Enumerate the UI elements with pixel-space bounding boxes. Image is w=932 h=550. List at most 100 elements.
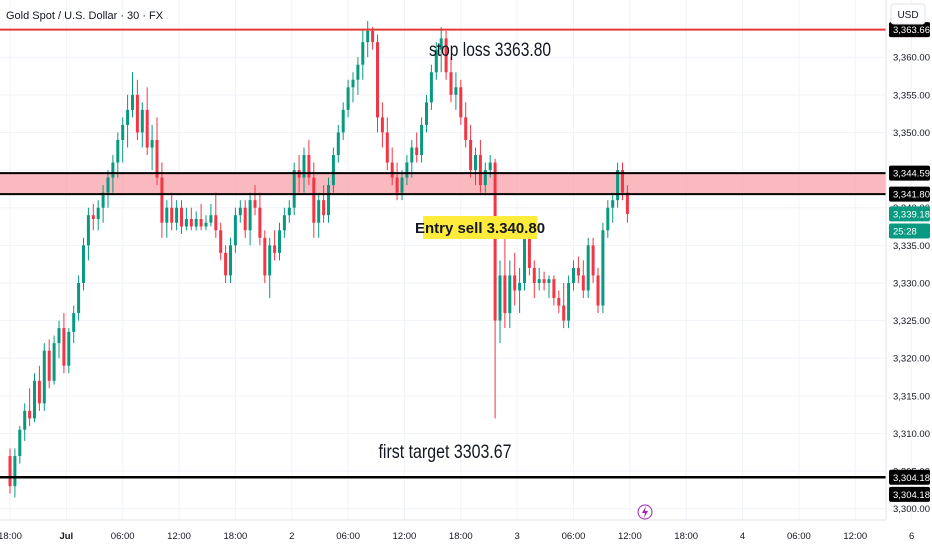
candle-body <box>434 49 438 73</box>
candle-body <box>523 237 526 283</box>
candle-body <box>150 139 154 148</box>
candle-body <box>420 124 424 156</box>
candle-body <box>180 207 183 227</box>
candle-body <box>405 162 409 178</box>
candle-body <box>33 380 36 419</box>
candle-body <box>429 72 433 103</box>
candle-body <box>385 132 389 163</box>
candle-body <box>243 207 247 231</box>
time-axis[interactable]: 18:00 Jul 06:00 12:00 18:00 2 06:00 12:00 18:00 3… <box>0 519 932 542</box>
candle-body <box>317 200 321 223</box>
candle-body <box>312 177 316 223</box>
time-tick-label: 12:00 <box>167 531 191 542</box>
candle-body <box>346 87 350 110</box>
price-tick-label: 3,350.00 <box>893 128 930 139</box>
candle-body <box>219 230 223 253</box>
candle-body <box>341 109 345 133</box>
candle-body <box>557 298 561 306</box>
candle-body <box>376 42 379 118</box>
candle-body <box>537 279 541 283</box>
candle-body <box>67 331 71 366</box>
candle-body <box>155 139 159 178</box>
candle-body <box>233 215 237 246</box>
price-badge-label: 3,341.80 <box>893 190 930 201</box>
candle-body <box>37 380 41 404</box>
candle-body <box>400 177 404 193</box>
time-tick-label: 6 <box>909 531 914 542</box>
candle-body <box>483 170 487 186</box>
candle-body <box>336 132 340 156</box>
candle-body <box>91 215 95 219</box>
candle-body <box>591 245 595 276</box>
candle-body <box>302 155 306 178</box>
price-tick-label: 3,360.00 <box>893 53 930 64</box>
time-tick-label: 18:00 <box>224 531 248 542</box>
candle-body <box>410 147 414 163</box>
candle-body <box>77 282 81 314</box>
candle-body <box>194 218 198 227</box>
symbol-title[interactable]: Gold Spot / U.S. Dollar · 30 · FX <box>6 10 164 22</box>
candle-body <box>513 275 517 291</box>
candle-body <box>72 313 76 332</box>
currency-button[interactable]: USD <box>890 3 926 25</box>
stop-loss-label: stop loss 3363.80 <box>429 39 551 61</box>
candle-body <box>606 207 610 231</box>
candle-body <box>488 162 492 171</box>
candle-body <box>175 207 179 223</box>
candle-body <box>28 410 32 419</box>
candle-body <box>621 170 624 193</box>
candle-body <box>459 87 463 118</box>
price-tick-label: 3,310.00 <box>893 429 930 440</box>
candle-body <box>204 222 208 227</box>
price-badge <box>889 486 930 502</box>
candle-body <box>229 245 232 276</box>
candle-body <box>282 215 286 231</box>
first-target-label: first target 3303.67 <box>379 441 512 463</box>
price-tick-label: 3,355.00 <box>893 90 930 101</box>
candle-body <box>106 177 110 193</box>
candle-body <box>238 207 242 216</box>
candle-body <box>47 350 51 381</box>
candle-body <box>322 200 326 216</box>
candle-body <box>86 215 90 246</box>
chart-grid <box>0 0 913 520</box>
candle-body <box>327 185 330 216</box>
candle-body <box>263 237 267 276</box>
time-tick-label: 12:00 <box>843 531 867 542</box>
candle-body <box>425 102 428 125</box>
candle-body <box>13 456 17 487</box>
candle-body <box>527 237 531 268</box>
candle-body <box>380 117 384 133</box>
candle-body <box>415 147 419 156</box>
candle-body <box>508 275 512 314</box>
candle-body <box>258 207 262 238</box>
time-tick-label: 12:00 <box>618 531 642 542</box>
price-badge-label: 3,304.18 <box>893 490 930 501</box>
candle-body <box>366 30 370 43</box>
candle-body <box>165 207 169 223</box>
candle-body <box>361 42 365 65</box>
time-tick-label: 18:00 <box>0 531 22 542</box>
candle-body <box>625 192 629 214</box>
candle-body <box>224 252 228 276</box>
time-tick-label: 4 <box>740 531 745 542</box>
candle-body <box>121 124 125 140</box>
price-badge <box>889 165 930 181</box>
price-badge <box>889 186 930 202</box>
candle-body <box>145 109 149 148</box>
candle-body <box>351 79 355 88</box>
candle-body <box>253 200 257 208</box>
lightning-icon[interactable] <box>637 504 653 520</box>
candle-body <box>18 429 22 457</box>
candle-body <box>199 218 203 227</box>
candle-body <box>111 162 115 178</box>
candle-body <box>498 275 502 321</box>
candle-body <box>469 139 473 171</box>
candle-body <box>601 230 605 306</box>
price-levels <box>0 28 886 479</box>
price-tick-label: 3,335.00 <box>893 241 930 252</box>
candle-body <box>572 267 575 283</box>
candle-body <box>126 109 130 125</box>
